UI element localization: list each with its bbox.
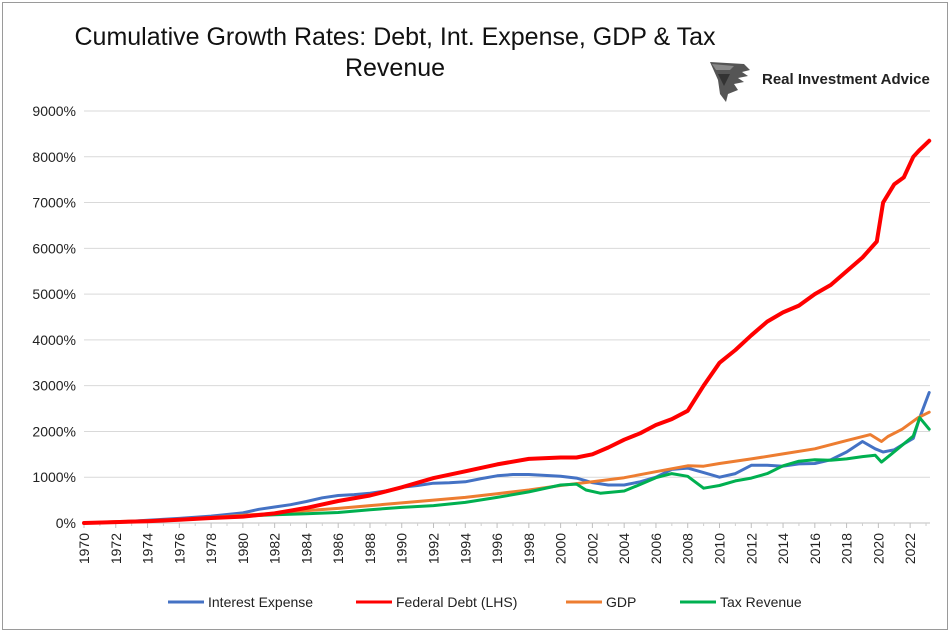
x-tick-label: 2002 bbox=[584, 533, 600, 564]
y-tick-label: 5000% bbox=[32, 286, 76, 302]
y-tick-label: 7000% bbox=[32, 195, 76, 211]
x-tick-label: 1980 bbox=[235, 533, 251, 564]
brand-name: Real Investment Advice bbox=[762, 71, 930, 88]
x-tick-label: 1984 bbox=[298, 533, 314, 564]
y-tick-label: 4000% bbox=[32, 332, 76, 348]
x-tick-label: 2000 bbox=[553, 533, 569, 564]
series-line-2 bbox=[82, 410, 931, 525]
x-tick-label: 2008 bbox=[680, 533, 696, 564]
x-tick-label: 1978 bbox=[203, 533, 219, 564]
x-tick-label: 1976 bbox=[171, 533, 187, 564]
legend-label: GDP bbox=[606, 594, 636, 610]
legend-label: Federal Debt (LHS) bbox=[396, 594, 517, 610]
x-tick-label: 1974 bbox=[140, 533, 156, 564]
legend-label: Interest Expense bbox=[208, 594, 313, 610]
series-lines bbox=[82, 138, 932, 525]
brand-logo: Real Investment Advice bbox=[704, 56, 944, 106]
y-tick-label: 6000% bbox=[32, 240, 76, 256]
y-tick-label: 3000% bbox=[32, 378, 76, 394]
x-tick-label: 1990 bbox=[394, 533, 410, 564]
y-tick-label: 1000% bbox=[32, 469, 76, 485]
x-tick-label: 1972 bbox=[108, 533, 124, 564]
x-tick-label: 2006 bbox=[648, 533, 664, 564]
x-tick-label: 2016 bbox=[807, 533, 823, 564]
y-axis: 0% 1000% 2000% 3000% 4000% 5000% 6000% 7000% 800… bbox=[32, 103, 76, 531]
series-line-3 bbox=[82, 416, 931, 525]
x-tick-label: 2010 bbox=[711, 533, 727, 564]
x-tick-label: 1996 bbox=[489, 533, 505, 564]
x-tick-label: 1986 bbox=[330, 533, 346, 564]
x-tick-label: 1992 bbox=[426, 533, 442, 564]
x-tick-label: 1988 bbox=[362, 533, 378, 564]
x-tick-label: 1994 bbox=[457, 533, 473, 564]
chart-title-line-1: Cumulative Growth Rates: Debt, Int. Expe… bbox=[74, 23, 716, 51]
x-tick-label: 2020 bbox=[870, 533, 886, 564]
series-line-1 bbox=[82, 138, 932, 525]
chart-title: Cumulative Growth Rates: Debt, Int. Expe… bbox=[0, 22, 790, 84]
y-tick-label: 2000% bbox=[32, 423, 76, 439]
eagle-head-icon bbox=[710, 62, 750, 102]
x-tick-label: 2004 bbox=[616, 533, 632, 564]
x-tick-label: 2018 bbox=[839, 533, 855, 564]
x-tick-label: 1998 bbox=[521, 533, 537, 564]
x-tick-label: 1982 bbox=[267, 533, 283, 564]
legend: Interest Expense Federal Debt (LHS) GDP Tax… bbox=[168, 594, 802, 610]
x-tick-label: 2022 bbox=[902, 533, 918, 564]
y-tick-label: 9000% bbox=[32, 103, 76, 119]
x-tick-label: 2012 bbox=[743, 533, 759, 564]
series-line-0 bbox=[82, 391, 931, 525]
x-tick-label: 2014 bbox=[775, 533, 791, 564]
legend-label: Tax Revenue bbox=[720, 594, 802, 610]
x-tick-label: 1970 bbox=[76, 533, 92, 564]
x-axis: 1970 1972 1974 1976 1978 1980 1982 1984 1986 1988… bbox=[76, 522, 930, 564]
gridlines bbox=[84, 110, 930, 478]
chart-title-line-2: Revenue bbox=[344, 54, 446, 82]
y-tick-label: 8000% bbox=[32, 149, 76, 165]
y-tick-label: 0% bbox=[56, 515, 76, 531]
